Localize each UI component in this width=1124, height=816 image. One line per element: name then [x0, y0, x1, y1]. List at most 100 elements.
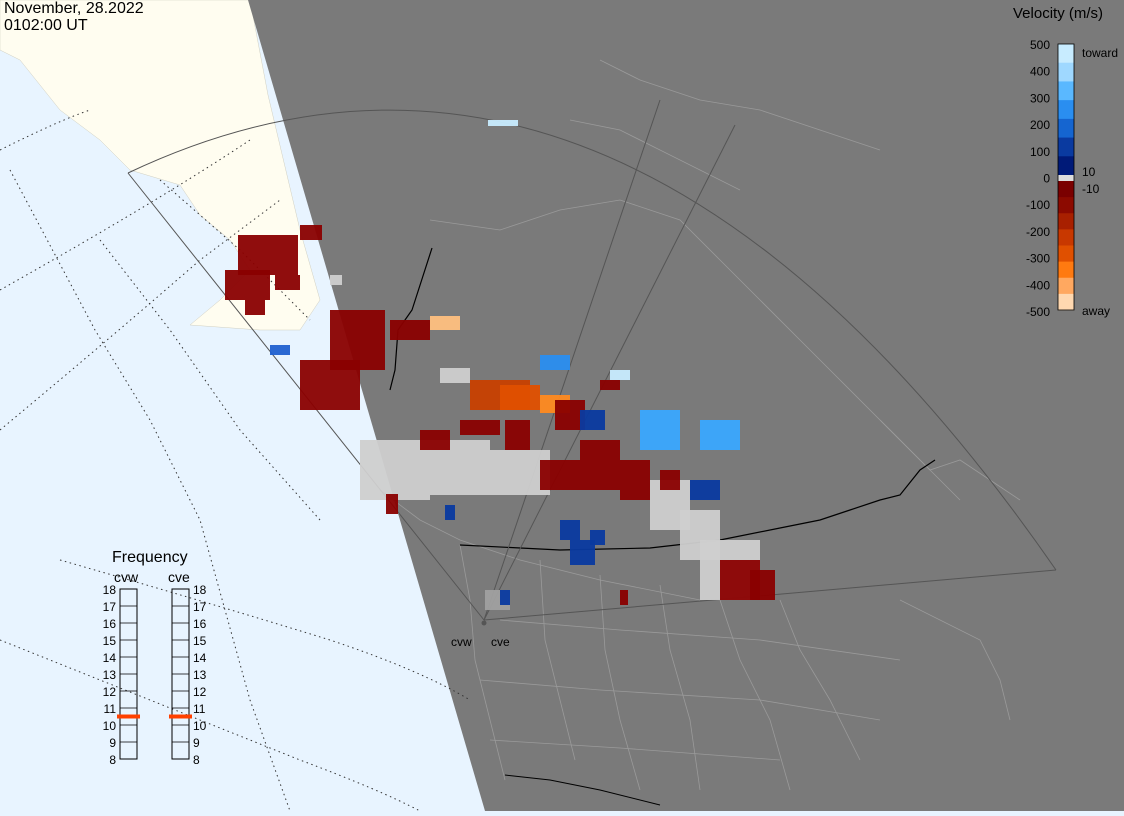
scatter-cell	[300, 360, 360, 410]
colorbar-segment	[1058, 277, 1074, 295]
colorbar-segment	[1058, 81, 1074, 101]
colorbar-segment	[1058, 62, 1074, 82]
colorbar-tick-label: 0	[1043, 172, 1050, 186]
scatter-cell	[580, 410, 605, 430]
frequency-level-label: 10	[193, 719, 207, 733]
scatter-cell	[440, 368, 470, 383]
scatter-cell	[430, 316, 460, 330]
coastlines	[379, 59, 1021, 791]
scatter-cell	[540, 460, 580, 490]
colorbar-segment	[1058, 100, 1074, 120]
colorbar-tick-label: 200	[1030, 118, 1050, 132]
colorbar-tick-label: -200	[1026, 225, 1050, 239]
frequency-marker	[169, 714, 192, 719]
frequency-level-label: 12	[103, 685, 117, 699]
frequency-radar-east-label: cve	[168, 569, 190, 585]
scatter-cell	[275, 275, 300, 290]
scatter-cell	[225, 270, 270, 300]
scatter-cell	[500, 590, 510, 605]
scatter-cell	[620, 590, 628, 605]
scatter-cell	[690, 480, 720, 500]
time-label: 0102:00 UT	[4, 17, 88, 34]
frequency-level-label: 15	[103, 634, 117, 648]
radar-site-label-east: cve	[491, 635, 510, 649]
date-label: November, 28.2022	[4, 0, 144, 17]
radar-site-marker	[481, 620, 487, 626]
colorbar-tick-label: -400	[1026, 278, 1050, 292]
scatter-cell	[360, 440, 430, 500]
frequency-level-label: 10	[103, 719, 117, 733]
scatter-cell	[445, 505, 455, 520]
colorbar-segment	[1058, 118, 1074, 139]
colorbar-segment	[1058, 229, 1074, 246]
scatter-cell	[590, 530, 605, 545]
scatter-cell	[620, 460, 650, 500]
frequency-level-label: 17	[103, 600, 117, 614]
frequency-level-label: 9	[109, 736, 116, 750]
frequency-level-label: 14	[193, 651, 207, 665]
colorbar-segment	[1058, 245, 1074, 263]
frequency-level-label: 11	[104, 702, 117, 716]
scatter-cell	[270, 345, 290, 355]
scatter-cell	[238, 235, 298, 275]
border-line-south	[504, 774, 661, 806]
scatter-cell	[600, 380, 620, 390]
frequency-level-label: 18	[193, 583, 207, 597]
colorbar-label-neg10: -10	[1082, 182, 1100, 196]
frequency-level-label: 9	[193, 736, 200, 750]
scatter-cell	[500, 385, 540, 410]
frequency-level-label: 17	[193, 600, 207, 614]
velocity-scale-title: Velocity (m/s)	[1013, 5, 1104, 22]
scatter-cell	[505, 420, 530, 450]
frequency-title: Frequency	[112, 549, 188, 566]
frequency-radar-west-label: cvw	[114, 569, 139, 585]
scatter-cell	[540, 355, 570, 370]
radar-site-label-west: cvw	[451, 635, 472, 649]
colorbar-tick-label: 300	[1030, 91, 1050, 105]
radar-scatter-cells	[225, 120, 775, 610]
frequency-level-label: 18	[103, 583, 117, 597]
frequency-level-label: 16	[103, 617, 117, 631]
scatter-cell	[488, 120, 518, 126]
frequency-level-label: 14	[103, 651, 117, 665]
colorbar-away-label: away	[1082, 304, 1110, 318]
frequency-level-label: 11	[193, 702, 206, 716]
frequency-level-label: 16	[193, 617, 207, 631]
scatter-cell	[460, 420, 480, 435]
colorbar-toward-label: toward	[1082, 46, 1118, 60]
scatter-cell	[610, 370, 630, 380]
frequency-level-label: 15	[193, 634, 207, 648]
scatter-cell	[700, 420, 740, 450]
scatter-cell	[300, 225, 322, 240]
colorbar-segment	[1058, 213, 1074, 230]
colorbar-tick-label: -500	[1026, 305, 1050, 319]
scatter-cell	[420, 430, 450, 450]
colorbar-segment	[1058, 197, 1074, 214]
scatter-cell	[330, 275, 342, 285]
colorbar-segment	[1058, 156, 1074, 176]
frequency-level-label: 8	[109, 753, 116, 767]
colorbar-label-pos10: 10	[1082, 165, 1096, 179]
colorbar-frame	[1057, 43, 1075, 311]
scatter-cell	[390, 320, 430, 340]
scatter-cell	[580, 440, 620, 490]
frequency-level-label: 12	[193, 685, 207, 699]
scatter-cell	[750, 570, 775, 600]
colorbar-segment	[1058, 137, 1074, 157]
colorbar-tick-label: 400	[1030, 65, 1050, 79]
scatter-cell	[640, 410, 680, 450]
frequency-level-label: 8	[193, 753, 200, 767]
colorbar-segment	[1058, 181, 1074, 198]
scatter-cell	[660, 470, 680, 490]
scatter-cell	[560, 520, 580, 540]
colorbar-tick-label: -300	[1026, 252, 1050, 266]
border-line	[459, 459, 936, 551]
frequency-marker	[117, 714, 140, 719]
scatter-cell	[245, 300, 265, 315]
night-region	[248, 0, 1124, 811]
scatter-cell	[386, 494, 398, 514]
